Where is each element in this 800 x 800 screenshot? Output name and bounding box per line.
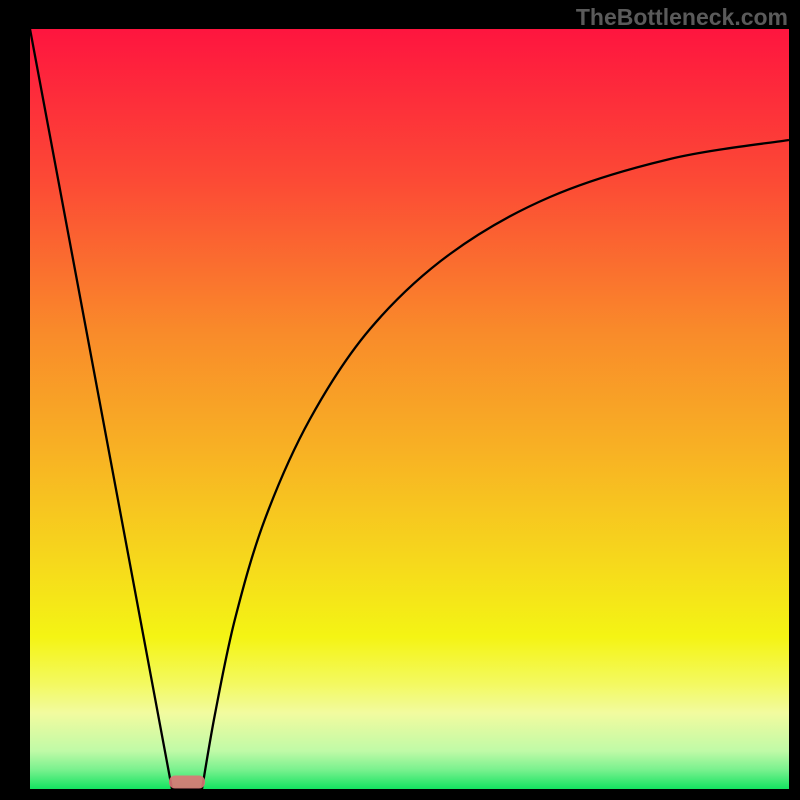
optimal-marker [169,776,205,789]
chart-frame: TheBottleneck.com [0,0,800,800]
watermark-text: TheBottleneck.com [576,4,788,31]
gradient-background [30,29,789,789]
plot-area [30,29,789,789]
